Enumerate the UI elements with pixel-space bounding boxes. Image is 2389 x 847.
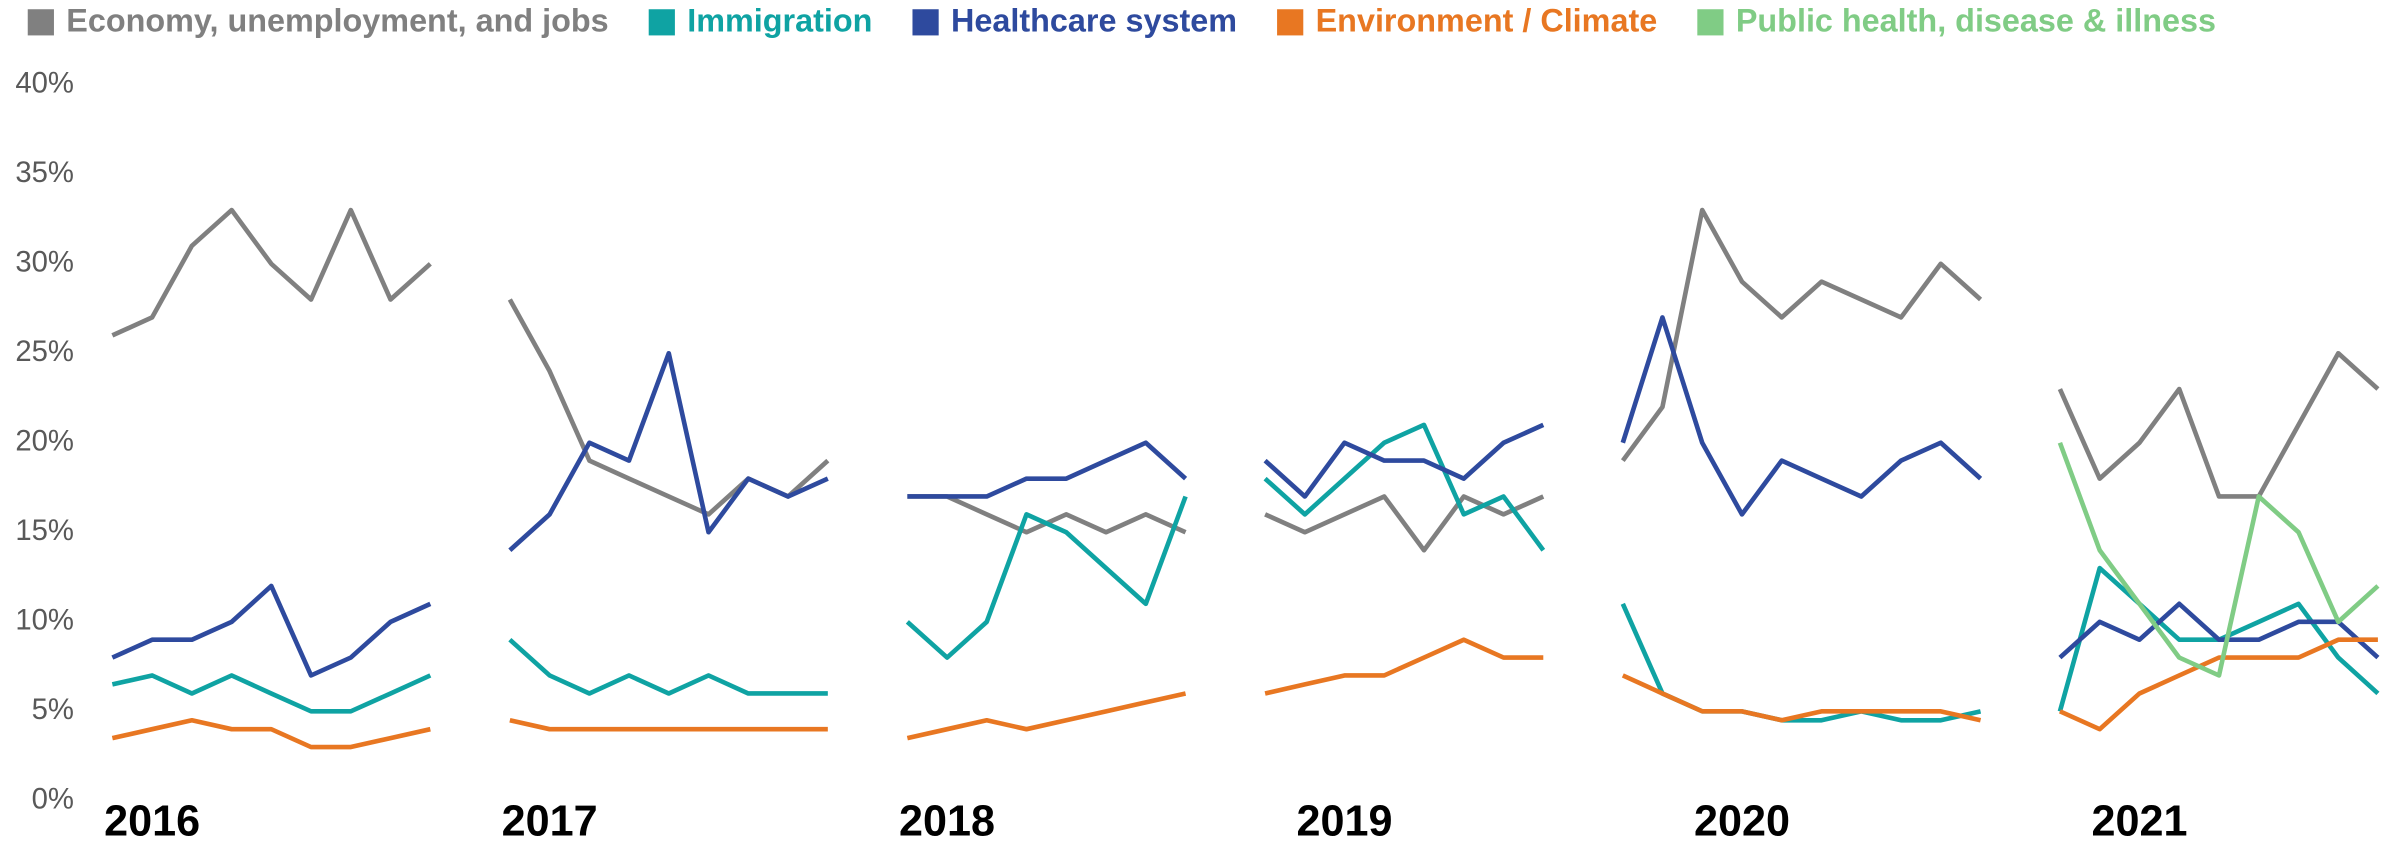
x-tick-label: 2016 <box>104 797 200 845</box>
series-line <box>111 207 2380 553</box>
series-line <box>2057 441 2380 678</box>
legend-label: Economy, unemployment, and jobs <box>66 3 608 39</box>
series-line <box>111 422 2380 723</box>
y-tick-label: 35% <box>15 157 74 189</box>
legend-label: Healthcare system <box>951 3 1237 39</box>
legend-label: Environment / Climate <box>1316 3 1658 39</box>
y-tick-label: 25% <box>15 336 74 368</box>
legend-swatch <box>648 9 675 36</box>
x-tick-label: 2017 <box>502 797 598 845</box>
legend-swatch <box>1697 9 1724 36</box>
legend-label: Public health, disease & illness <box>1736 3 2216 39</box>
x-tick-label: 2018 <box>899 797 995 845</box>
legend-swatch <box>1277 9 1304 36</box>
x-tick-label: 2021 <box>2091 797 2187 845</box>
y-tick-label: 40% <box>15 67 74 99</box>
y-tick-label: 20% <box>15 425 74 457</box>
y-tick-label: 5% <box>32 694 74 726</box>
y-tick-label: 30% <box>15 246 74 278</box>
legend-label: Immigration <box>687 3 872 39</box>
y-tick-label: 10% <box>15 605 74 637</box>
y-tick-label: 15% <box>15 515 74 547</box>
series-line <box>111 637 2378 750</box>
series-line <box>111 315 2380 678</box>
legend-swatch <box>912 9 939 36</box>
legend-swatch <box>27 9 54 36</box>
y-tick-label: 0% <box>32 784 74 816</box>
x-tick-label: 2019 <box>1297 797 1393 845</box>
x-tick-label: 2020 <box>1694 797 1790 845</box>
